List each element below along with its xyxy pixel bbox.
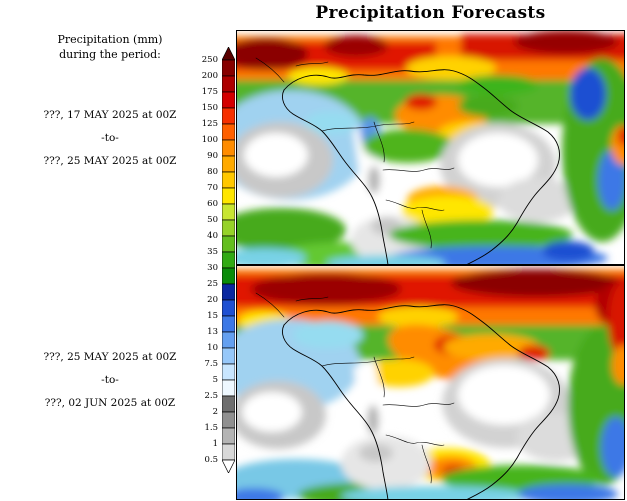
colorbar-tick-label: 1.5	[204, 423, 218, 433]
colorbar-tick-label: 90	[207, 151, 218, 161]
map-panel-week1	[236, 30, 625, 265]
colorbar-tick-label: 50	[207, 215, 218, 225]
colorbar-tick-label: 70	[207, 183, 218, 193]
colorbar-segment	[222, 171, 235, 189]
colorbar-segment	[222, 251, 235, 269]
colorbar-tick-labels: 250 200 175 150 125 100 90 80 70 60 50 40 35 30 25 20 15…	[184, 47, 218, 473]
colorbar-tick-label: 5	[212, 375, 218, 385]
colorbar-segment	[222, 123, 235, 141]
legend-heading-line2: during the period:	[59, 48, 161, 61]
legend-heading: Precipitation (mm) during the period:	[10, 32, 210, 62]
colorbar-tick-label: 150	[201, 103, 218, 113]
colorbar-segment	[222, 107, 235, 125]
colorbar-tick-label: 30	[207, 263, 218, 273]
colorbar-segment	[222, 219, 235, 237]
panel1-period-separator: -to-	[101, 132, 119, 144]
colorbar-segment	[222, 59, 235, 77]
legend-heading-line1: Precipitation (mm)	[57, 33, 163, 46]
colorbar-segment	[222, 347, 235, 365]
map2-border	[236, 265, 625, 500]
colorbar-segment	[222, 267, 235, 285]
colorbar-segment	[222, 315, 235, 333]
panel2-period: ???, 25 MAY 2025 at 00Z -to- ???, 02 JUN…	[10, 346, 210, 415]
colorbar-tick-label: 2	[212, 407, 218, 417]
colorbar-segment	[222, 395, 235, 413]
colorbar-arrow-down	[222, 459, 235, 473]
page-title: Precipitation Forecasts	[315, 3, 546, 23]
colorbar-tick-label: 35	[207, 247, 218, 257]
colorbar-tick-label: 25	[207, 279, 218, 289]
colorbar-segment	[222, 363, 235, 381]
colorbar-segment	[222, 379, 235, 397]
colorbar-segment	[222, 283, 235, 301]
panel2-period-end: ???, 02 JUN 2025 at 00Z	[44, 397, 176, 409]
colorbar-tick-label: 7.5	[204, 359, 218, 369]
colorbar-segment	[222, 235, 235, 253]
colorbar-segment	[222, 75, 235, 93]
map2-coastlines	[255, 292, 560, 500]
colorbar-segment	[222, 299, 235, 317]
colorbar-tick-label: 40	[207, 231, 218, 241]
panel1-period: ???, 17 MAY 2025 at 00Z -to- ???, 25 MAY…	[10, 104, 210, 173]
colorbar-segment	[222, 203, 235, 221]
legend-panel: Precipitation (mm) during the period: ??…	[10, 0, 210, 501]
colorbar: 250 200 175 150 125 100 90 80 70 60 50 40 35 30 25 20 15…	[184, 47, 238, 473]
map1-coastlines	[255, 57, 560, 265]
colorbar-scale	[222, 47, 235, 473]
map-panel-week2	[236, 265, 625, 500]
colorbar-segment	[222, 443, 235, 461]
colorbar-tick-label: 0.5	[204, 455, 218, 465]
colorbar-segment	[222, 91, 235, 109]
map2-precip-field	[236, 269, 625, 500]
colorbar-tick-label: 250	[201, 55, 218, 65]
colorbar-segment	[222, 139, 235, 157]
colorbar-tick-label: 13	[207, 327, 218, 337]
map1-precip-field	[236, 30, 625, 265]
panel1-period-end: ???, 25 MAY 2025 at 00Z	[43, 155, 177, 167]
colorbar-tick-label: 60	[207, 199, 218, 209]
map-panels	[236, 30, 625, 500]
colorbar-segment	[222, 331, 235, 349]
colorbar-tick-label: 80	[207, 167, 218, 177]
colorbar-tick-label: 1	[212, 439, 218, 449]
colorbar-tick-label: 15	[207, 311, 218, 321]
panel1-period-start: ???, 17 MAY 2025 at 00Z	[43, 109, 177, 121]
colorbar-tick-label: 2.5	[204, 391, 218, 401]
colorbar-tick-label: 200	[201, 71, 218, 81]
colorbar-segment	[222, 411, 235, 429]
map1-border	[236, 30, 625, 265]
panel2-period-start: ???, 25 MAY 2025 at 00Z	[43, 351, 177, 363]
colorbar-arrow-up	[222, 47, 235, 61]
colorbar-segment	[222, 155, 235, 173]
panel2-period-separator: -to-	[101, 374, 119, 386]
colorbar-tick-label: 20	[207, 295, 218, 305]
colorbar-segment	[222, 427, 235, 445]
colorbar-tick-label: 125	[201, 119, 218, 129]
colorbar-tick-label: 10	[207, 343, 218, 353]
colorbar-tick-label: 175	[201, 87, 218, 97]
colorbar-tick-label: 100	[201, 135, 218, 145]
colorbar-segment	[222, 187, 235, 205]
